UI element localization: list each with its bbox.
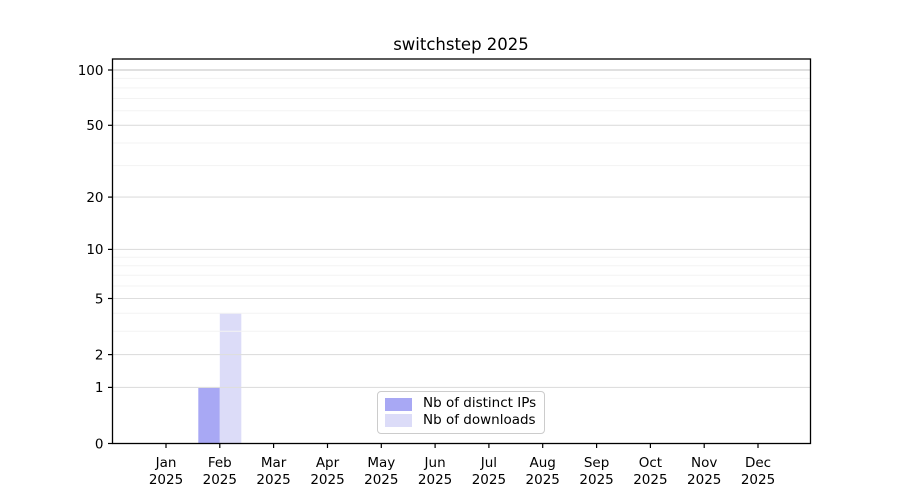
x-tick-label-year-jan: 2025 [149,472,183,488]
y-tick-label-1: 1 [95,380,104,396]
y-tick-label-100: 100 [78,63,104,79]
x-tick-label-month-sep: Sep [584,455,609,471]
x-tick-label-year-oct: 2025 [633,472,667,488]
x-tick-label-month-feb: Feb [208,455,232,471]
gridlines-group [112,69,811,388]
y-tick-label-20: 20 [86,190,103,206]
y-tick-label-5: 5 [95,291,104,307]
bars-group [198,313,242,444]
chart-title: switchstep 2025 [393,35,529,54]
x-tick-label-month-jul: Jul [480,455,497,471]
x-tick-label-month-apr: Apr [316,455,340,471]
x-tick-label-year-apr: 2025 [310,472,344,488]
y-tick-label-50: 50 [86,118,103,134]
x-tick-label-year-sep: 2025 [579,472,613,488]
legend-label-distinct-ips: Nb of distinct IPs [423,395,537,412]
legend: Nb of distinct IPs Nb of downloads [377,391,545,434]
bar-nb-of-distinct-ips-feb [198,387,220,444]
x-tick-label-month-jan: Jan [155,455,177,471]
x-tick-label-month-aug: Aug [530,455,556,471]
x-tick-label-month-jun: Jun [424,455,446,471]
x-tick-label-year-aug: 2025 [526,472,560,488]
legend-swatch-downloads [385,414,412,428]
y-tick-label-2: 2 [95,347,104,363]
x-tick-label-year-mar: 2025 [256,472,290,488]
legend-label-downloads: Nb of downloads [423,412,536,429]
x-tick-label-month-dec: Dec [745,455,771,471]
x-axis: Jan2025Feb2025Mar2025Apr2025May2025Jun20… [149,443,775,488]
legend-item-downloads: Nb of downloads [385,414,537,428]
bar-nb-of-downloads-feb [219,313,242,444]
x-tick-label-year-jul: 2025 [472,472,506,488]
x-tick-label-year-feb: 2025 [203,472,237,488]
x-tick-label-year-nov: 2025 [687,472,721,488]
x-tick-label-year-dec: 2025 [741,472,775,488]
y-tick-label-10: 10 [86,242,103,258]
x-tick-label-year-may: 2025 [364,472,398,488]
legend-item-distinct-ips: Nb of distinct IPs [385,397,537,411]
x-tick-label-month-may: May [367,455,395,471]
axes-frame [111,58,812,445]
x-tick-label-year-jun: 2025 [418,472,452,488]
x-tick-label-month-mar: Mar [261,455,287,471]
x-tick-label-month-oct: Oct [639,455,662,471]
x-tick-label-month-nov: Nov [691,455,717,471]
y-axis: 0 1 2 5 10 20 50 100 [78,63,113,452]
y-tick-label-0: 0 [95,436,104,452]
legend-swatch-distinct-ips [385,397,412,411]
